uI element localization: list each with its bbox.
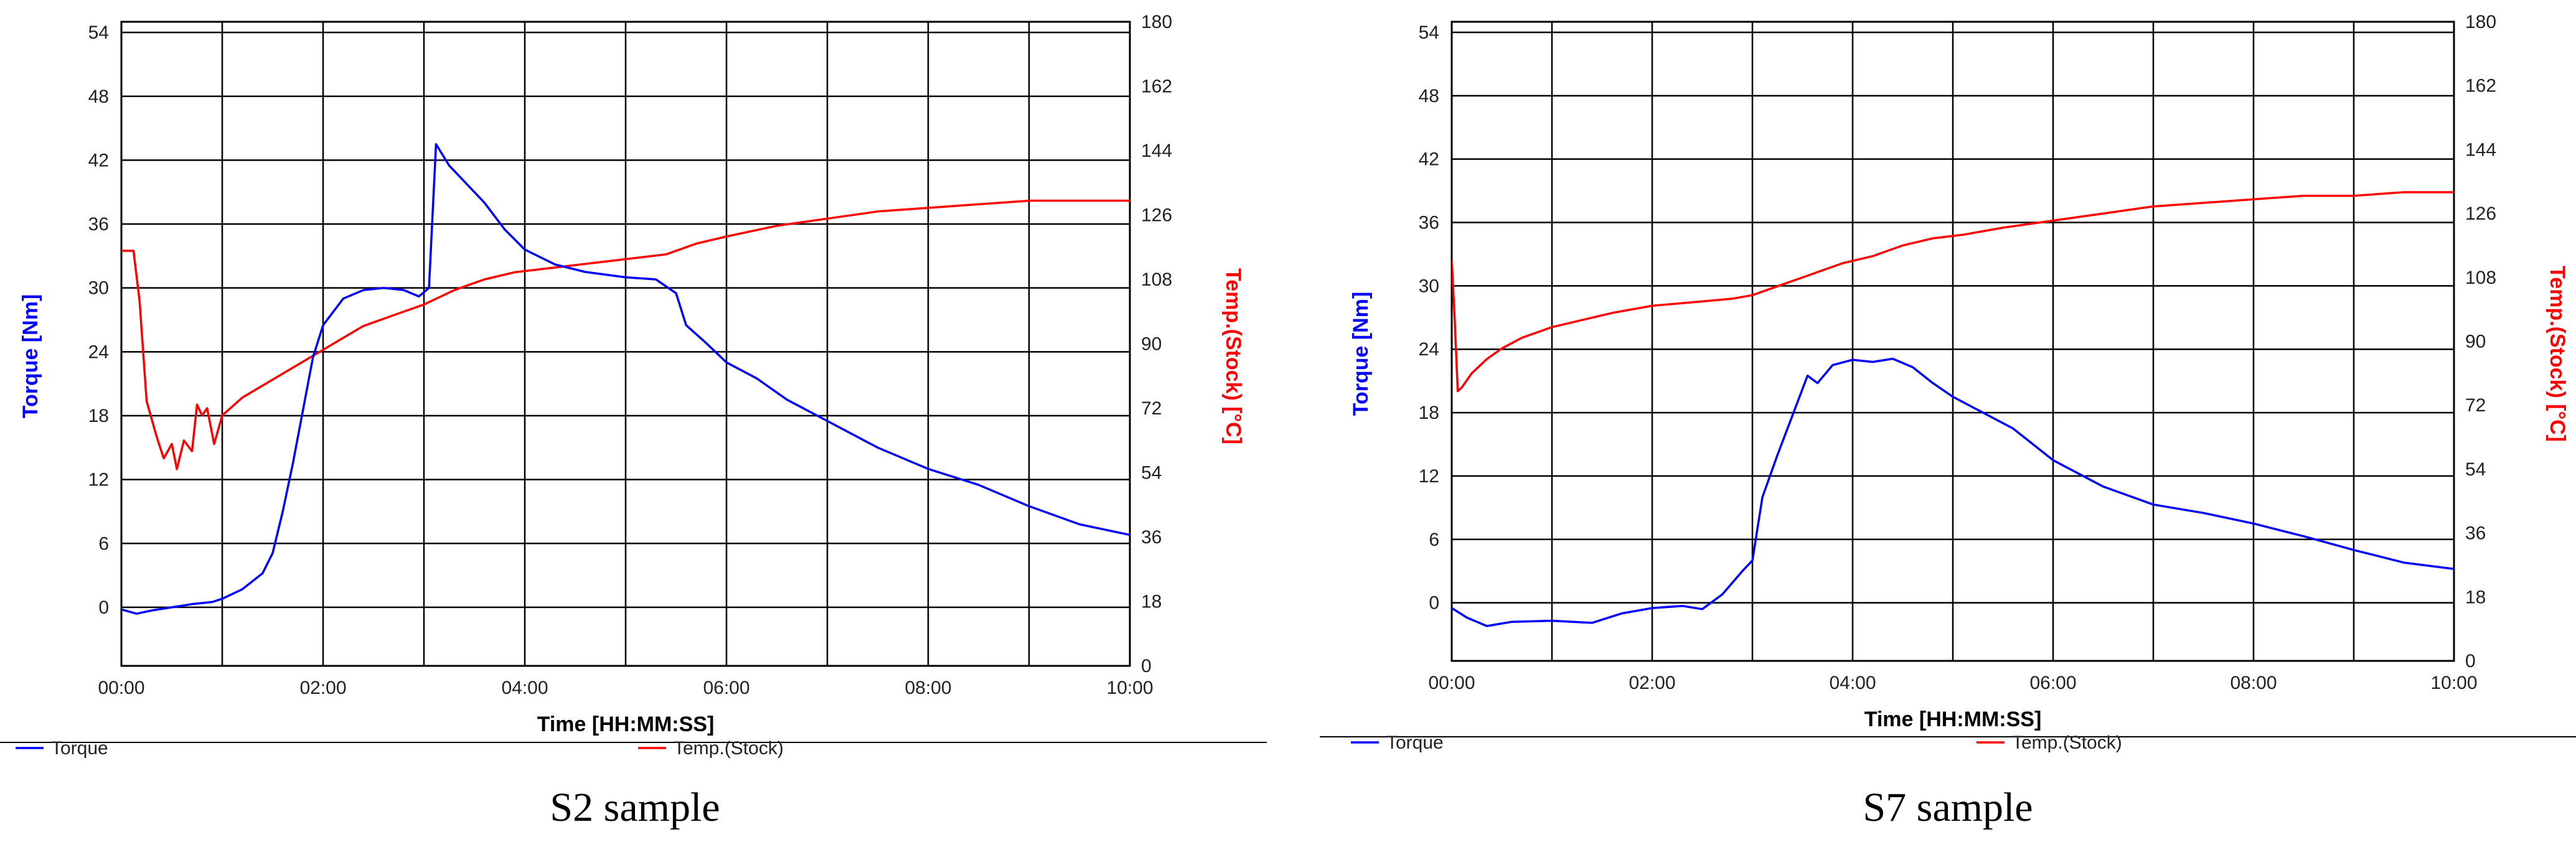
x-axis-title: Time [HH:MM:SS] [537, 713, 715, 736]
y-tick-label: 18 [88, 406, 109, 426]
y2-axis-title: Temp.(Stock) [°C] [1221, 268, 1245, 444]
y-tick-label: 54 [88, 22, 109, 43]
y-tick-label: 36 [1419, 213, 1439, 233]
y-tick-label: 54 [1419, 22, 1439, 43]
y2-tick-label: 108 [2465, 268, 2496, 288]
y-tick-label: 6 [1429, 530, 1439, 550]
x-tick-label: 00:00 [1428, 673, 1475, 693]
x-tick-label: 02:00 [1629, 673, 1675, 693]
y2-tick-label: 18 [2465, 587, 2486, 607]
legend-torque-label: Torque [51, 738, 108, 759]
y-tick-label: 30 [88, 278, 109, 299]
x-tick-label: 08:00 [2230, 673, 2277, 693]
torque-series-line [1452, 357, 2454, 627]
x-tick-label: 04:00 [1829, 673, 1876, 693]
y2-tick-label: 144 [2465, 139, 2496, 160]
y-tick-label: 12 [88, 470, 109, 490]
x-tick-label: 00:00 [98, 678, 144, 698]
y-axis-title: Torque [Nm] [1349, 292, 1373, 416]
legend-temperature-label: Temp.(Stock) [674, 738, 784, 759]
y-tick-label: 0 [98, 597, 109, 618]
y2-tick-label: 126 [1141, 205, 1172, 226]
y2-tick-label: 72 [2465, 395, 2486, 416]
y2-tick-label: 18 [1141, 592, 1162, 612]
y2-tick-label: 0 [1141, 656, 1152, 676]
y-tick-label: 18 [1419, 403, 1439, 423]
y-tick-label: 12 [1419, 466, 1439, 487]
y-axis-title: Torque [Nm] [19, 294, 42, 419]
y-tick-label: 24 [1419, 339, 1439, 360]
x-tick-label: 08:00 [905, 678, 951, 698]
y2-tick-label: 144 [1141, 141, 1172, 161]
chart-panel-s7: 0 6 12 18 24 30 36 42 48 54 0 18 36 54 72 90 108 126 144 16… [1320, 0, 2576, 865]
x-tick-label: 10:00 [1106, 678, 1153, 698]
y-tick-label: 42 [88, 150, 109, 171]
y2-tick-label: 90 [1141, 334, 1162, 355]
y2-tick-label: 72 [1141, 398, 1162, 419]
y2-tick-label: 162 [2465, 76, 2496, 96]
y-tick-label: 42 [1419, 149, 1439, 170]
chart-caption: S2 sample [550, 785, 720, 830]
y-tick-label: 48 [1419, 86, 1439, 106]
y2-tick-label: 54 [2465, 459, 2486, 480]
y2-tick-label: 180 [1141, 12, 1172, 32]
y2-tick-label: 36 [1141, 527, 1162, 548]
y-tick-label: 30 [1419, 276, 1439, 296]
y2-tick-label: 54 [1141, 463, 1162, 484]
temperature-series-line [1452, 191, 2454, 393]
chart-panel-s2: 0 6 12 18 24 30 36 42 48 54 0 18 36 54 72 90 108 126 144 16… [0, 0, 1270, 865]
y2-tick-label: 108 [1141, 269, 1172, 290]
y2-tick-label: 126 [2465, 203, 2496, 224]
y-tick-label: 0 [1429, 593, 1439, 614]
x-tick-label: 10:00 [2430, 673, 2477, 693]
torque-temp-chart-s2: 0 6 12 18 24 30 36 42 48 54 0 18 36 54 72 90 108 126 144 16… [0, 12, 1267, 759]
y2-tick-label: 90 [2465, 332, 2486, 352]
y2-tick-label: 180 [2465, 12, 2496, 32]
torque-series-line [121, 143, 1130, 615]
x-axis-title: Time [HH:MM:SS] [1864, 708, 2042, 731]
y2-tick-label: 0 [2465, 651, 2476, 671]
x-tick-label: 06:00 [2029, 673, 2076, 693]
y-tick-label: 6 [98, 533, 109, 554]
temperature-series-line [121, 199, 1130, 470]
y-tick-label: 36 [88, 214, 109, 235]
y2-tick-label: 162 [1141, 77, 1172, 97]
x-tick-label: 06:00 [703, 678, 750, 698]
legend-temperature-label: Temp.(Stock) [2012, 732, 2122, 753]
chart-caption: S7 sample [1863, 785, 2033, 830]
y2-axis-title: Temp.(Stock) [°C] [2545, 266, 2569, 442]
legend-torque-label: Torque [1386, 732, 1444, 753]
torque-temp-chart-s7: 0 6 12 18 24 30 36 42 48 54 0 18 36 54 72 90 108 126 144 16… [1320, 12, 2576, 753]
y-tick-label: 24 [88, 342, 109, 362]
y-tick-label: 48 [88, 86, 109, 107]
x-tick-label: 02:00 [299, 678, 346, 698]
y2-tick-label: 36 [2465, 523, 2486, 544]
x-tick-label: 04:00 [501, 678, 548, 698]
